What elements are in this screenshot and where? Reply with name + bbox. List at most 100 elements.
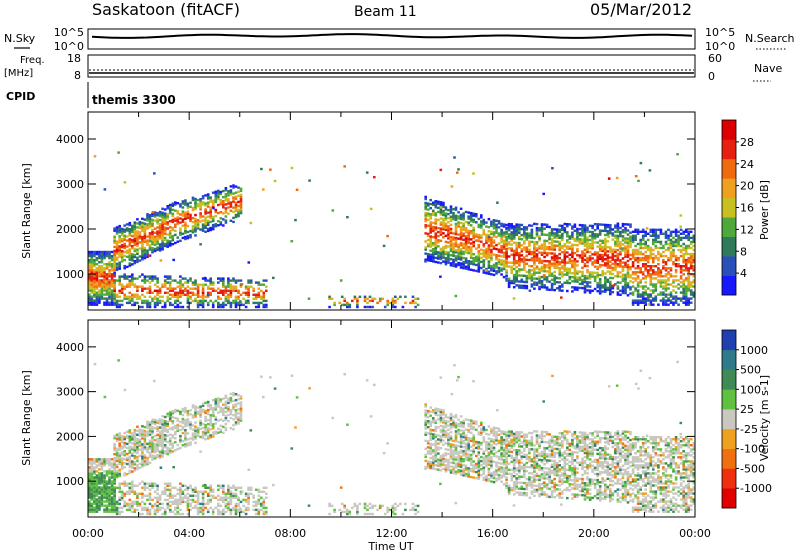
power-cell <box>477 262 481 265</box>
velocity-cell <box>131 480 134 483</box>
power-cell <box>95 291 99 294</box>
velocity-cell <box>168 437 172 440</box>
power-cell <box>646 232 650 235</box>
power-cell <box>533 287 536 290</box>
power-cell <box>689 246 693 250</box>
power-cell <box>252 297 255 300</box>
power-cell <box>515 227 518 230</box>
power-cell <box>224 209 228 212</box>
velocity-cell <box>158 440 162 443</box>
power-cell <box>153 243 157 247</box>
velocity-cell <box>171 496 175 499</box>
power-cell <box>586 242 589 246</box>
power-cell <box>563 222 567 226</box>
power-cell <box>598 282 602 285</box>
power-cell <box>146 225 149 228</box>
power-cell <box>95 267 99 270</box>
power-cell <box>588 271 592 274</box>
power-cell <box>604 233 607 237</box>
power-cell <box>550 234 554 237</box>
power-cell <box>128 291 132 294</box>
power-cell <box>118 291 121 294</box>
power-cell <box>201 305 205 309</box>
power-cell <box>174 287 177 290</box>
power-cell <box>588 275 592 278</box>
velocity-cell <box>151 504 154 508</box>
velocity-cell <box>115 447 119 451</box>
velocity-cell <box>146 498 149 502</box>
velocity-cell <box>133 492 137 495</box>
power-cell <box>507 247 511 250</box>
power-cell <box>689 261 693 264</box>
power-cell <box>131 230 134 234</box>
velocity-cell <box>118 448 121 451</box>
power-cell <box>518 231 521 235</box>
power-cell <box>543 255 546 259</box>
power-cell <box>551 167 554 170</box>
power-cell <box>239 279 243 282</box>
power-cell <box>426 259 430 262</box>
power-cell <box>138 222 142 226</box>
power-cell <box>591 226 594 230</box>
power-cell <box>447 245 450 248</box>
power-cell <box>265 305 268 309</box>
velocity-cell <box>201 510 205 514</box>
velocity-cell <box>196 512 200 516</box>
power-cell <box>108 297 111 300</box>
power-cell <box>571 237 574 240</box>
power-cell <box>687 267 690 270</box>
power-cell <box>209 299 212 303</box>
power-cell <box>646 297 650 300</box>
velocity-cell <box>166 502 169 506</box>
power-cell <box>143 295 147 298</box>
power-cell <box>457 251 460 254</box>
power-cell <box>631 271 635 274</box>
power-cell <box>616 257 620 260</box>
power-cell <box>148 246 152 249</box>
power-cell <box>224 287 228 290</box>
power-cell <box>148 232 152 235</box>
power-cell <box>452 254 455 257</box>
power-cell <box>538 229 541 232</box>
power-cell <box>535 241 539 244</box>
power-cell <box>571 235 574 238</box>
power-cell <box>131 234 134 238</box>
power-cell <box>416 303 420 307</box>
velocity-cell <box>163 425 167 429</box>
power-cell <box>535 235 539 238</box>
power-cell <box>604 258 607 261</box>
power-cell <box>598 286 602 289</box>
power-cell <box>500 222 503 226</box>
power-cell <box>115 262 119 265</box>
power-cell <box>204 279 207 282</box>
power-cell <box>646 238 650 242</box>
power-cell <box>621 222 625 226</box>
power-cell <box>609 264 612 267</box>
power-cell <box>439 233 443 236</box>
power-cell <box>662 261 665 264</box>
power-cell <box>563 228 567 232</box>
velocity-cell <box>176 498 180 502</box>
power-cell <box>485 221 488 224</box>
power-cell <box>621 224 625 228</box>
power-cell <box>535 283 539 286</box>
power-cell <box>654 228 658 231</box>
power-cell <box>464 227 468 230</box>
velocity-cell <box>171 486 175 489</box>
power-cell <box>158 235 162 238</box>
power-cell <box>103 285 106 288</box>
power-cell <box>659 271 663 274</box>
power-cell <box>166 243 169 246</box>
velocity-cell <box>166 434 169 438</box>
velocity-cell <box>176 423 180 427</box>
power-cell <box>105 287 109 290</box>
power-cell <box>260 301 263 305</box>
velocity-cell <box>103 474 106 477</box>
power-cell <box>631 285 635 288</box>
power-cell <box>581 266 584 269</box>
power-cell <box>128 248 132 251</box>
power-cell <box>507 277 511 280</box>
power-cell <box>272 276 275 280</box>
power-cell <box>452 214 455 217</box>
velocity-cell <box>224 418 228 422</box>
